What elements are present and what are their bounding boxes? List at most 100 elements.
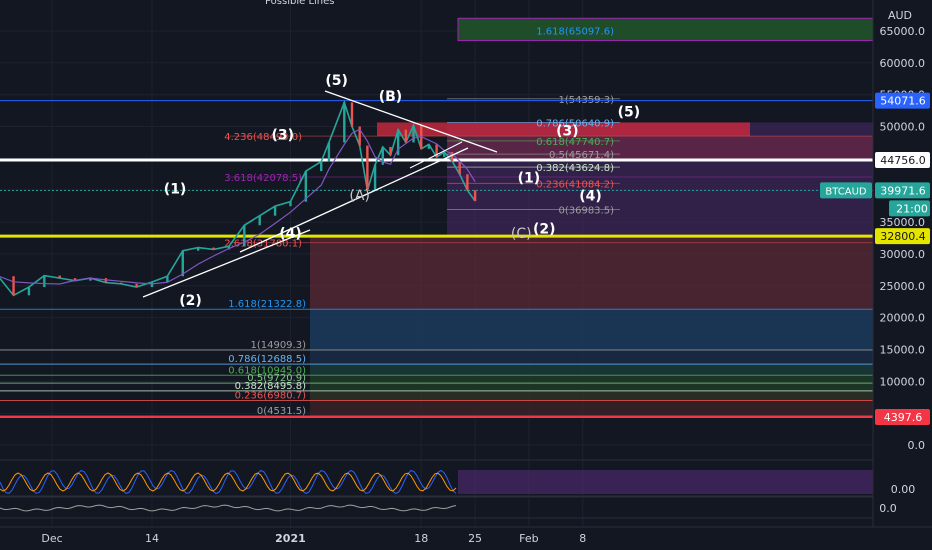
wave-label: (3) — [271, 127, 294, 143]
wave-label: (2) — [179, 293, 202, 309]
fib-label: 0.786(50640.9) — [536, 118, 614, 129]
wave-label: (4) — [279, 226, 302, 242]
candle — [27, 287, 31, 296]
oscillator-signal-line — [0, 472, 457, 492]
fib-label: 0.5(45671.4) — [549, 150, 614, 161]
candle — [212, 247, 215, 250]
candle — [258, 215, 261, 226]
price-badge-value: 44756.0 — [880, 154, 926, 167]
price-tick: 35000.0 — [880, 216, 926, 229]
target-zone — [457, 17, 874, 42]
fib-label: 0.786(12688.5) — [228, 354, 306, 365]
fib-label: 4.236(48493.0) — [224, 132, 302, 143]
time-tick: 18 — [414, 532, 428, 545]
fib-label: 0.382(43624.8) — [536, 163, 614, 174]
candle — [443, 152, 446, 158]
trend-line — [239, 147, 469, 253]
candle — [43, 275, 46, 288]
time-tick: 8 — [579, 532, 586, 545]
oscillator-line — [0, 469, 457, 495]
price-badge — [875, 182, 930, 199]
candle — [120, 282, 123, 285]
price-tick: 65000.0 — [880, 25, 926, 38]
candle — [343, 102, 346, 143]
candle — [150, 281, 154, 288]
fib-zone-olive — [310, 390, 873, 401]
symbol-badge-label: BTCAUD — [825, 186, 867, 197]
wave-label: (C) — [511, 226, 532, 242]
price-tick: 15000.0 — [880, 343, 926, 356]
candle — [181, 250, 184, 277]
time-tick: 25 — [468, 532, 482, 545]
oscillator-tick: 0.00 — [891, 483, 916, 496]
fib-label: 0.382(8495.8) — [235, 381, 307, 392]
wave-label: (1) — [164, 181, 187, 197]
resistance-zone — [377, 122, 750, 137]
candle — [396, 129, 400, 156]
candle — [273, 206, 277, 216]
price-badge-value: 4397.6 — [884, 411, 923, 424]
wave-label: (5) — [325, 73, 348, 89]
candle — [350, 102, 354, 127]
candle — [289, 201, 292, 207]
price-axis — [873, 0, 932, 550]
wave-label: (4) — [579, 188, 602, 204]
chart-caption: Possible Lines — [265, 0, 335, 7]
fib-zone-blue — [310, 309, 873, 351]
candle — [458, 160, 461, 175]
time-axis — [0, 527, 932, 550]
fib-zone-rose — [310, 400, 873, 417]
fib-label: 0.236(6980.7) — [235, 391, 307, 402]
fib-label: 0(36983.5) — [558, 205, 614, 216]
trend-line — [324, 90, 498, 153]
candle — [412, 125, 415, 143]
wave-label: (A) — [349, 188, 370, 204]
fib-label: 0.618(10945.0) — [228, 365, 306, 376]
candle — [320, 161, 323, 172]
time-tick: Dec — [41, 532, 62, 545]
price-badge-value: 39971.6 — [880, 184, 926, 197]
candle — [473, 190, 477, 202]
fib-label: 0.236(41084.2) — [536, 179, 614, 190]
time-tick: 14 — [145, 532, 159, 545]
wave-label: (5) — [618, 104, 641, 120]
price-badge-value: 54071.6 — [880, 95, 926, 108]
candle — [427, 144, 431, 149]
fib-label: 1.618(21322.8) — [228, 299, 306, 310]
currency-label: AUD — [888, 9, 912, 22]
candle — [89, 278, 92, 281]
fib-label: 1.618(65097.6) — [536, 26, 614, 37]
candle — [450, 152, 454, 161]
trend-line — [409, 141, 463, 169]
oscillator-zone — [458, 470, 873, 494]
trend-line — [142, 229, 311, 298]
wave-label: (2) — [533, 222, 556, 238]
time-tick: 2021 — [275, 532, 306, 545]
candle — [135, 283, 138, 288]
candle — [389, 146, 392, 156]
price-tick: 25000.0 — [880, 280, 926, 293]
moving-average-line — [0, 128, 476, 285]
candle — [404, 129, 408, 143]
candle — [73, 278, 77, 281]
candle — [196, 247, 200, 251]
candle — [358, 126, 361, 146]
price-tick: 50000.0 — [880, 121, 926, 134]
time-tick: Feb — [519, 532, 538, 545]
candle — [373, 164, 377, 191]
wave-label: (1) — [518, 171, 541, 187]
candle — [435, 144, 438, 158]
candle — [466, 174, 469, 191]
candle — [58, 275, 61, 279]
symbol-badge — [820, 182, 872, 199]
wave-label: (3) — [556, 123, 579, 139]
price-badge — [875, 151, 930, 168]
price-tick: 30000.0 — [880, 248, 926, 261]
macd-line — [0, 504, 457, 512]
macd-tick: 0.0 — [879, 502, 897, 515]
wave-label: (B) — [379, 89, 402, 105]
price-tick: 0.0 — [908, 439, 926, 452]
fib-label: 0.5(9720.9) — [247, 373, 306, 384]
